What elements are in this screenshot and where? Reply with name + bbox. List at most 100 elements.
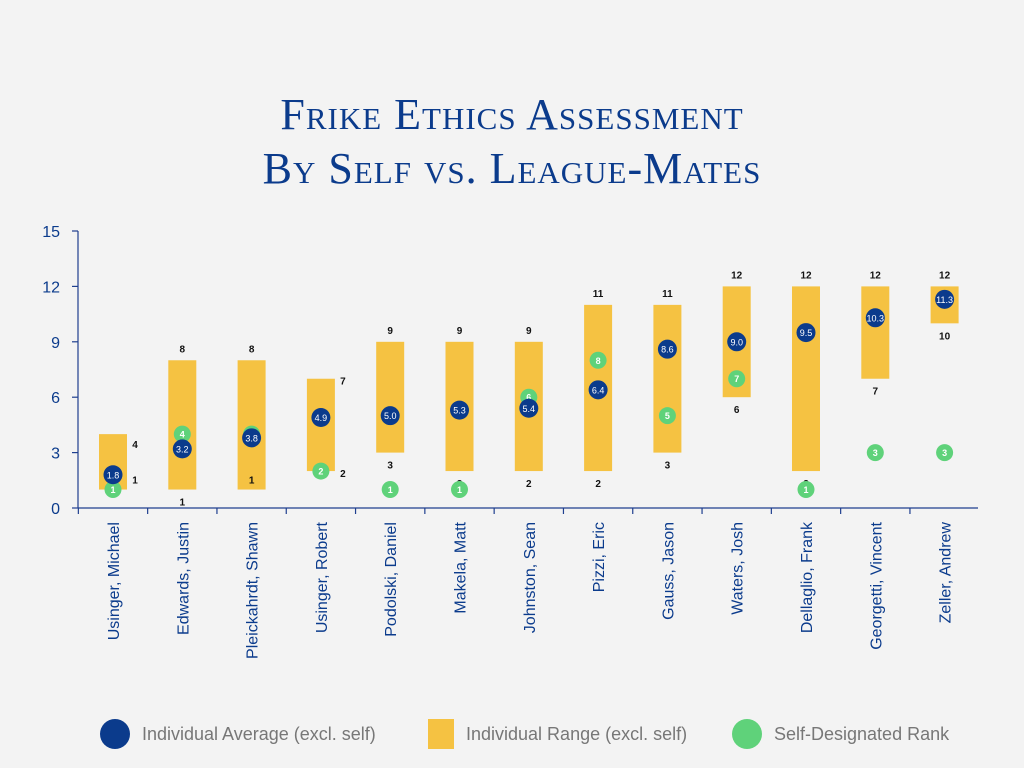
average-label: 5.4 — [523, 404, 536, 414]
range-max-label: 8 — [180, 344, 186, 355]
self-rank-label: 1 — [110, 485, 115, 495]
self-rank-label: 7 — [734, 374, 739, 384]
y-tick-label: 6 — [51, 390, 60, 407]
y-tick-label: 0 — [51, 501, 60, 518]
category-label: Edwards, Justin — [175, 522, 192, 635]
range-max-label: 12 — [800, 270, 812, 281]
category-label: Gauss, Jason — [660, 522, 677, 620]
self-rank-label: 2 — [318, 467, 323, 477]
self-rank-label: 8 — [596, 356, 601, 366]
legend-item-self-rank: Self-Designated Rank — [732, 716, 949, 752]
category-label: Usinger, Robert — [314, 521, 331, 633]
chart-title: Frike Ethics Assessment By Self vs. Leag… — [0, 88, 1024, 196]
range-min-label: 10 — [939, 331, 951, 342]
average-label: 11.3 — [936, 295, 953, 305]
average-label: 5.0 — [384, 411, 397, 421]
range-min-label: 1 — [249, 476, 255, 487]
chart-title-line-1: Frike Ethics Assessment — [280, 90, 744, 139]
average-dot — [380, 406, 400, 426]
self-rank-dot — [451, 481, 468, 499]
category-label: Makela, Matt — [453, 521, 470, 613]
average-label: 5.3 — [453, 406, 466, 416]
category-label: Usinger, Michael — [106, 522, 123, 640]
range-max-label: 11 — [662, 289, 673, 300]
range-max-label: 4 — [132, 440, 138, 451]
average-dot — [865, 308, 885, 328]
self-rank-label: 3 — [873, 448, 878, 458]
range-min-label: 6 — [734, 405, 740, 416]
self-rank-label: 1 — [388, 485, 393, 495]
range-bar — [168, 360, 197, 490]
average-label: 4.9 — [315, 413, 328, 423]
self-rank-label: 4 — [180, 430, 185, 440]
range-min-label: 2 — [526, 479, 532, 490]
legend-swatch-range — [428, 719, 454, 749]
range-bar — [653, 304, 682, 453]
range-max-label: 9 — [457, 326, 463, 337]
self-rank-dot — [728, 370, 746, 388]
legend-label-range: Individual Range (excl. self) — [466, 723, 688, 744]
range-min-label: 2 — [595, 479, 601, 490]
self-rank-dot — [381, 481, 399, 499]
category-label: Johnston, Sean — [522, 522, 539, 633]
average-dot — [311, 408, 331, 428]
average-label: 10.3 — [867, 313, 885, 323]
legend-item-range: Individual Range (excl. self) — [428, 716, 687, 752]
range-max-label: 12 — [870, 270, 882, 281]
chart-legend: Individual Average (excl. self) Individu… — [0, 716, 1024, 756]
category-label: Georgetti, Vincent — [868, 521, 885, 649]
range-max-label: 8 — [249, 344, 255, 355]
range-min-label: 1 — [132, 476, 138, 487]
average-dot — [588, 380, 608, 400]
average-dot — [103, 465, 123, 485]
range-min-label: 1 — [180, 498, 186, 509]
average-dot — [727, 332, 747, 352]
average-dot — [935, 289, 955, 309]
legend-swatch-average — [100, 719, 130, 749]
range-max-label: 9 — [387, 326, 393, 337]
range-max-label: 7 — [340, 377, 346, 388]
category-label: Zeller, Andrew — [938, 522, 955, 624]
self-rank-dot — [797, 481, 815, 499]
average-dot — [657, 339, 677, 359]
category-label: Podolski, Daniel — [383, 522, 400, 637]
average-dot — [519, 398, 539, 418]
y-tick-label: 9 — [51, 335, 60, 352]
self-rank-dot — [936, 444, 954, 462]
self-rank-dot — [658, 407, 676, 425]
category-label: Dellaglio, Frank — [799, 521, 816, 633]
legend-label-average: Individual Average (excl. self) — [142, 723, 376, 744]
self-rank-label: 6 — [526, 393, 531, 403]
legend-label-self-rank: Self-Designated Rank — [774, 723, 950, 744]
average-dot — [172, 439, 192, 459]
y-tick-label: 3 — [51, 446, 60, 463]
range-max-label: 12 — [939, 270, 951, 281]
average-dot — [242, 428, 262, 448]
self-rank-dot — [589, 351, 607, 369]
category-label: Pleickahrdt, Shawn — [245, 522, 262, 659]
range-bar — [237, 360, 266, 490]
range-bar — [861, 286, 890, 379]
range-max-label: 11 — [593, 289, 604, 300]
y-tick-label: 15 — [42, 224, 60, 241]
range-bar — [792, 286, 820, 472]
self-rank-label: 1 — [457, 485, 462, 495]
range-max-label: 9 — [526, 326, 532, 337]
category-label: Pizzi, Eric — [591, 522, 608, 592]
self-rank-dot — [104, 481, 122, 499]
average-dot — [450, 400, 469, 420]
self-rank-label: 1 — [803, 485, 808, 495]
range-min-label: 2 — [340, 469, 346, 480]
average-label: 8.6 — [661, 345, 674, 355]
range-bar — [376, 341, 405, 453]
legend-swatch-self-rank — [732, 719, 762, 749]
range-min-label: 3 — [387, 461, 393, 472]
chart-title-line-2: By Self vs. League-Mates — [262, 144, 762, 193]
average-label: 9.5 — [800, 328, 813, 338]
average-label: 9.0 — [730, 337, 743, 347]
average-dot — [796, 323, 816, 343]
self-rank-dot — [866, 444, 884, 462]
average-label: 1.8 — [107, 470, 120, 480]
self-rank-label: 3 — [942, 448, 947, 458]
